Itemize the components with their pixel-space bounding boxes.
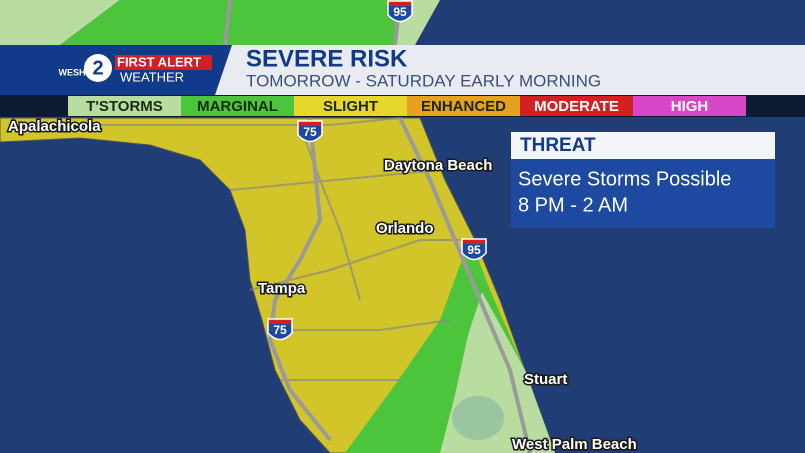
channel: 2 [92,57,103,79]
shield [267,318,293,341]
city-label: Stuart [524,371,567,388]
shield-number: 75 [303,125,317,139]
risk-area [60,0,400,45]
shield-top [463,240,485,244]
city-label: Daytona Beach [384,157,492,174]
county-lines [100,117,470,381]
threat-line: Severe Storms Possible [518,168,731,190]
legend-swatch [407,96,520,116]
lake [452,396,504,440]
shield-number: 95 [467,243,481,257]
brand: FIRST ALERT [117,54,201,69]
threat-body [511,159,775,228]
legend: T'STORMS MARGINAL SLIGHT ENHANCED MODERATE HI… [68,96,746,116]
highway-shields: 95 75 95 75 [267,0,487,341]
legend-swatch [68,96,181,116]
shield-top [389,2,411,6]
risk-area [0,0,120,45]
logo-badge [84,54,112,82]
shield-top [269,320,291,324]
legend-label: ENHANCED [421,98,506,115]
title: SEVERE RISK [246,45,408,72]
legend-swatch [294,96,407,116]
shield-number: 95 [393,5,407,19]
shield-number: 75 [273,323,287,337]
interstates [223,0,532,453]
legend-swatch [633,96,746,116]
brand-tag [115,55,212,70]
legend-label: HIGH [671,98,709,115]
brand-sub: WEATHER [120,69,184,84]
shield [387,0,413,23]
shield-top [299,122,321,126]
logo: WESH [59,67,86,77]
legend-label: MODERATE [534,98,619,115]
shield [461,238,487,261]
legend-label: MARGINAL [197,98,278,115]
city-label: Orlando [376,220,434,237]
shield [297,120,323,143]
city-label: Apalachicola [8,118,101,135]
threat-header [511,132,775,159]
legend-label: T'STORMS [86,98,163,115]
subtitle: TOMORROW - SATURDAY EARLY MORNING [246,71,601,90]
legend-label: SLIGHT [323,98,378,115]
threat-title: THREAT [520,135,596,156]
city-label: West Palm Beach [512,436,637,453]
legend-swatch [181,96,294,116]
city-label: Tampa [258,280,306,297]
legend-swatch [520,96,633,116]
threat-line: 8 PM - 2 AM [518,194,628,216]
